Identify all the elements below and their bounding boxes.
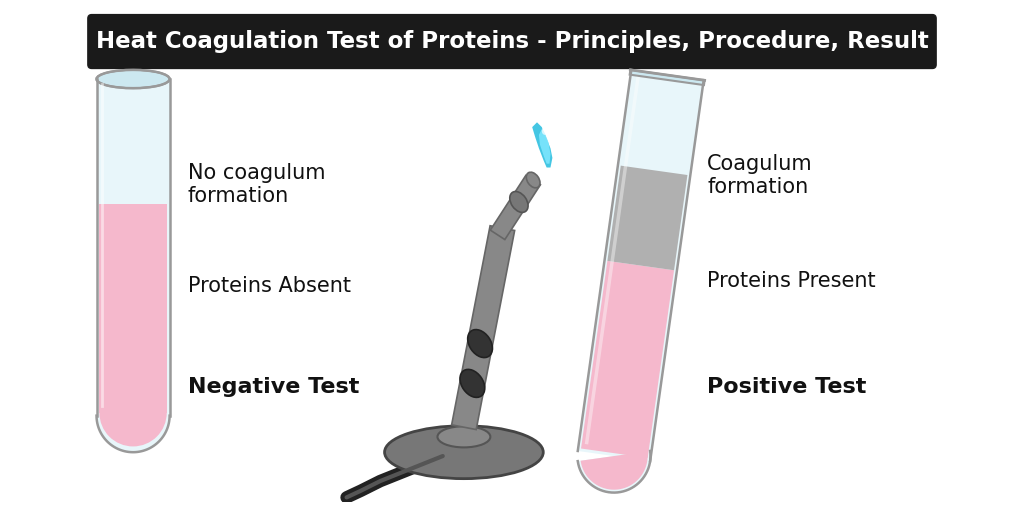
Polygon shape: [630, 70, 705, 85]
Polygon shape: [490, 175, 541, 240]
Polygon shape: [578, 70, 703, 461]
Bar: [96, 79, 170, 416]
Text: No coagulum
formation: No coagulum formation: [187, 163, 326, 206]
Wedge shape: [96, 416, 170, 452]
Polygon shape: [539, 129, 551, 164]
Ellipse shape: [542, 127, 548, 135]
Ellipse shape: [468, 330, 493, 357]
Polygon shape: [581, 261, 674, 458]
Text: Proteins Present: Proteins Present: [708, 271, 876, 291]
Text: Proteins Absent: Proteins Absent: [187, 276, 351, 296]
Ellipse shape: [510, 191, 528, 212]
Ellipse shape: [437, 426, 490, 447]
Polygon shape: [581, 452, 647, 489]
Polygon shape: [532, 122, 552, 167]
Text: Positive Test: Positive Test: [708, 377, 866, 397]
Text: Negative Test: Negative Test: [187, 377, 359, 397]
Bar: [99, 204, 167, 413]
Ellipse shape: [526, 172, 540, 188]
Polygon shape: [607, 166, 687, 270]
Ellipse shape: [96, 70, 170, 88]
FancyBboxPatch shape: [88, 15, 936, 69]
Ellipse shape: [385, 426, 544, 479]
Polygon shape: [452, 226, 515, 430]
Text: Heat Coagulation Test of Proteins - Principles, Procedure, Result: Heat Coagulation Test of Proteins - Prin…: [95, 30, 929, 53]
Polygon shape: [578, 451, 650, 493]
Ellipse shape: [460, 369, 484, 397]
Text: Coagulum
formation: Coagulum formation: [708, 154, 813, 197]
Wedge shape: [99, 413, 167, 446]
